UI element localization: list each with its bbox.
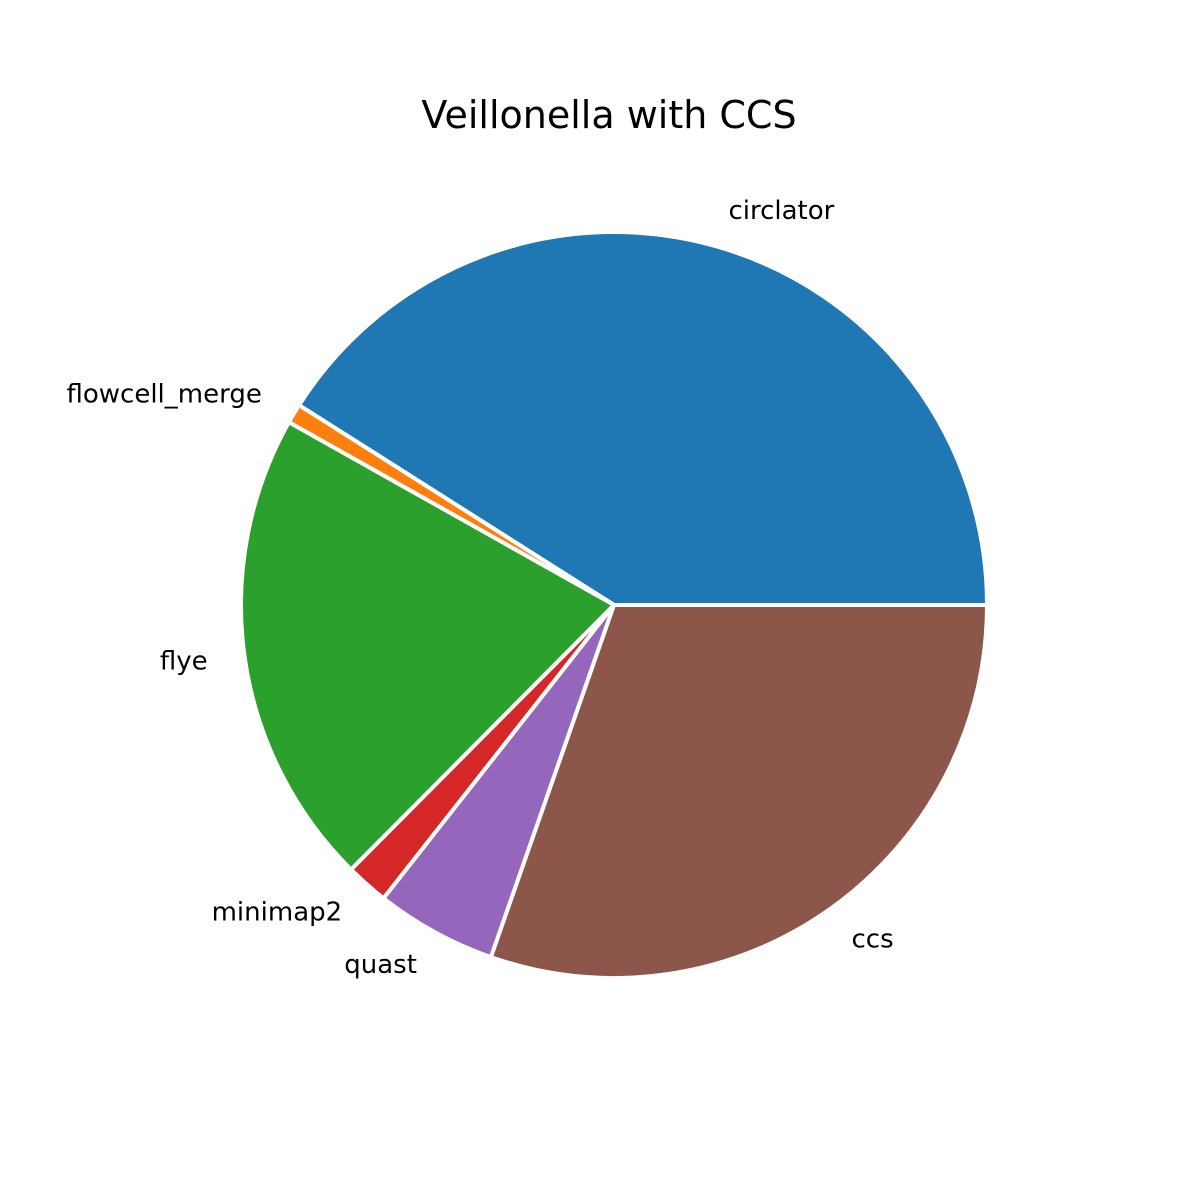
slice-label-flowcell-merge: flowcell_merge [66, 379, 261, 409]
pie-slice-ccs [488, 603, 989, 980]
slice-label-minimap2: minimap2 [212, 897, 343, 927]
slice-label-flye: flye [160, 647, 208, 677]
pie-slice-circlator [297, 230, 989, 607]
chart-title: Veillonella with CCS [421, 93, 796, 137]
slice-label-circlator: circlator [728, 196, 834, 226]
slice-label-ccs: ccs [852, 925, 894, 955]
slice-label-quast: quast [344, 950, 417, 980]
pie-slices [239, 230, 989, 980]
pie-slice-flye [239, 420, 616, 872]
